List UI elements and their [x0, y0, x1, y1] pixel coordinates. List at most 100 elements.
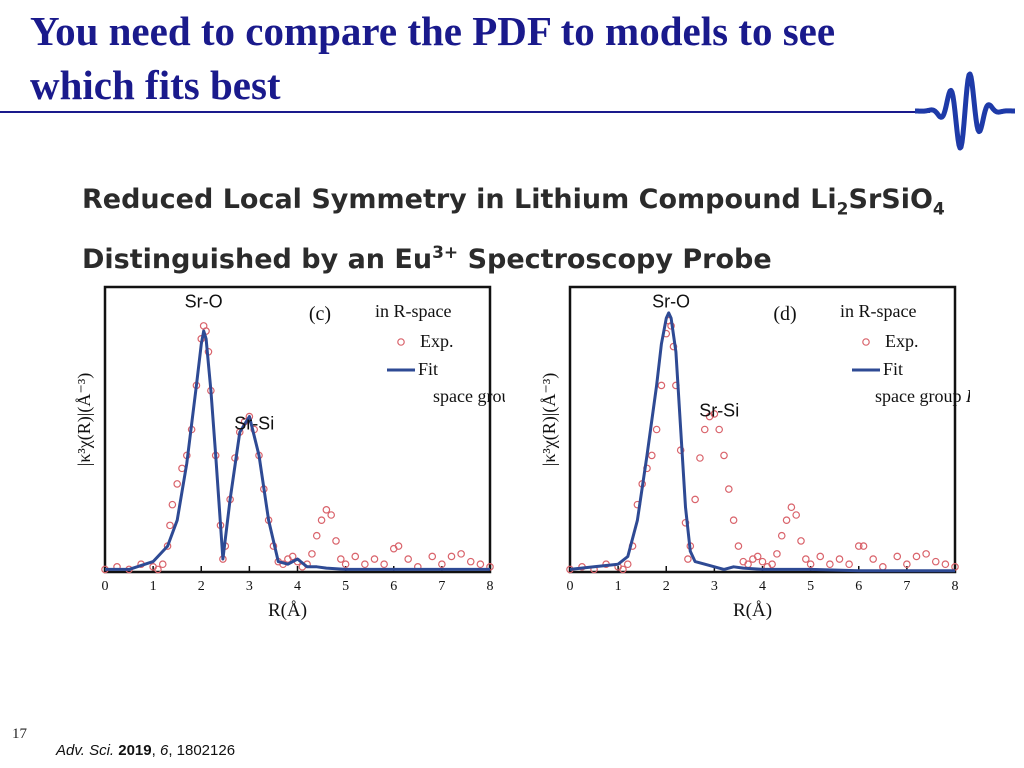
- exp-point: [835, 555, 844, 563]
- slide-title-line2: which fits best: [30, 62, 281, 108]
- paper-title-line2: Distinguished by an Eu3+ Spectroscopy Pr…: [82, 243, 772, 276]
- exp-point: [773, 550, 781, 558]
- exp-point: [691, 495, 699, 504]
- exp-point: [322, 506, 331, 514]
- exp-point: [623, 560, 632, 569]
- exp-point: [912, 552, 921, 561]
- exp-point: [869, 555, 877, 563]
- exp-point: [845, 560, 853, 569]
- legend-space-group: space group C2: [433, 386, 505, 406]
- exp-point: [792, 511, 800, 519]
- plot-frame: [568, 285, 957, 574]
- exp-point: [351, 552, 360, 561]
- exp-point: [428, 552, 437, 561]
- exp-point: [797, 537, 805, 545]
- exp-point: [729, 516, 738, 524]
- exp-point: [903, 560, 911, 569]
- exp-point: [734, 542, 743, 550]
- slide-number: 17: [12, 726, 27, 742]
- exp-point: [941, 560, 950, 569]
- legend-exp-marker: [862, 338, 870, 346]
- x-tick-label: 4: [759, 579, 766, 594]
- exp-point: [725, 485, 733, 493]
- exp-point: [777, 531, 786, 540]
- slide-title: You need to compare the PDF to models to…: [30, 4, 930, 112]
- plot-frame: [103, 285, 492, 574]
- exp-point: [802, 555, 810, 563]
- legend-exp-label: Exp.: [420, 331, 454, 351]
- x-axis-label: R(Å): [268, 600, 307, 621]
- x-tick-label: 1: [150, 579, 157, 594]
- title-divider: [0, 111, 930, 113]
- legend-fit-label: Fit: [418, 359, 438, 379]
- exp-point: [879, 563, 887, 571]
- x-tick-label: 5: [807, 579, 814, 594]
- exp-point: [657, 381, 666, 390]
- fit-line: [569, 311, 955, 573]
- citation-year: 2019: [118, 742, 152, 759]
- exp-point: [288, 552, 297, 561]
- x-tick-label: 8: [952, 579, 959, 594]
- x-tick-label: 4: [294, 579, 301, 594]
- exp-point: [715, 425, 723, 434]
- legend-exp-marker: [397, 338, 405, 346]
- waveform-icon: [915, 71, 1015, 151]
- exp-point: [447, 552, 456, 561]
- exp-point: [166, 521, 174, 530]
- x-tick-label: 3: [711, 579, 718, 594]
- legend-header: in R-space: [840, 301, 916, 321]
- x-tick-label: 1: [615, 579, 622, 594]
- x-tick-label: 5: [342, 579, 349, 594]
- x-tick-label: 6: [390, 579, 397, 594]
- exp-point: [787, 503, 796, 512]
- exp-point: [332, 537, 340, 545]
- chart-panel-d: 0 1 2 3 4 5 6 7 8 R(Å) |κ³χ(R)|(Å⁻³) Sr-O Sr-Si (d) in…: [539, 285, 970, 621]
- citation: Adv. Sci. 2019, 6, 1802126: [56, 742, 236, 759]
- exp-point: [684, 555, 692, 563]
- exp-point: [327, 511, 335, 519]
- exp-point: [619, 565, 627, 574]
- paper-title-line1: Reduced Local Symmetry in Lithium Compou…: [82, 184, 945, 220]
- legend-exp-label: Exp.: [885, 331, 919, 351]
- exp-point: [758, 557, 767, 566]
- exp-point: [922, 550, 930, 558]
- exp-point: [476, 560, 485, 569]
- exp-point: [826, 560, 834, 569]
- exp-point: [782, 516, 791, 524]
- x-tick-label: 8: [487, 579, 494, 594]
- exp-point: [404, 555, 412, 563]
- exp-point: [394, 542, 403, 550]
- exp-point: [859, 542, 868, 550]
- y-axis-label: |κ³χ(R)|(Å⁻³): [74, 373, 95, 467]
- exp-point: [768, 560, 776, 569]
- exp-point: [317, 516, 326, 524]
- fit-line: [105, 329, 490, 571]
- x-tick-label: 0: [567, 579, 574, 594]
- x-tick-label: 6: [855, 579, 862, 594]
- citation-journal: Adv. Sci.: [56, 742, 115, 759]
- x-tick-label: 7: [438, 579, 445, 594]
- exp-point: [168, 500, 177, 509]
- x-axis-label: R(Å): [733, 600, 772, 621]
- legend-header: in R-space: [375, 301, 451, 321]
- peak-label: Sr-O: [185, 292, 223, 312]
- citation-volume: 6: [159, 742, 169, 759]
- exp-point: [438, 560, 446, 569]
- exp-point: [696, 454, 704, 462]
- legend-space-group: space group P3121: [875, 386, 970, 410]
- exp-point: [370, 555, 379, 563]
- exp-point: [337, 555, 345, 563]
- peak-label: Sr-O: [652, 292, 690, 312]
- x-tick-label: 3: [246, 579, 253, 594]
- y-axis-label: |κ³χ(R)|(Å⁻³): [539, 373, 560, 467]
- slide-title-line1: You need to compare the PDF to models to…: [30, 8, 836, 54]
- exp-point: [308, 550, 316, 558]
- exp-point: [158, 560, 167, 569]
- exp-point: [720, 451, 728, 460]
- exp-point: [341, 560, 350, 569]
- exp-point: [893, 552, 902, 561]
- peak-label: Sr-Si: [234, 414, 274, 434]
- exp-point: [806, 560, 815, 569]
- x-tick-label: 7: [903, 579, 910, 594]
- exp-point: [466, 557, 475, 566]
